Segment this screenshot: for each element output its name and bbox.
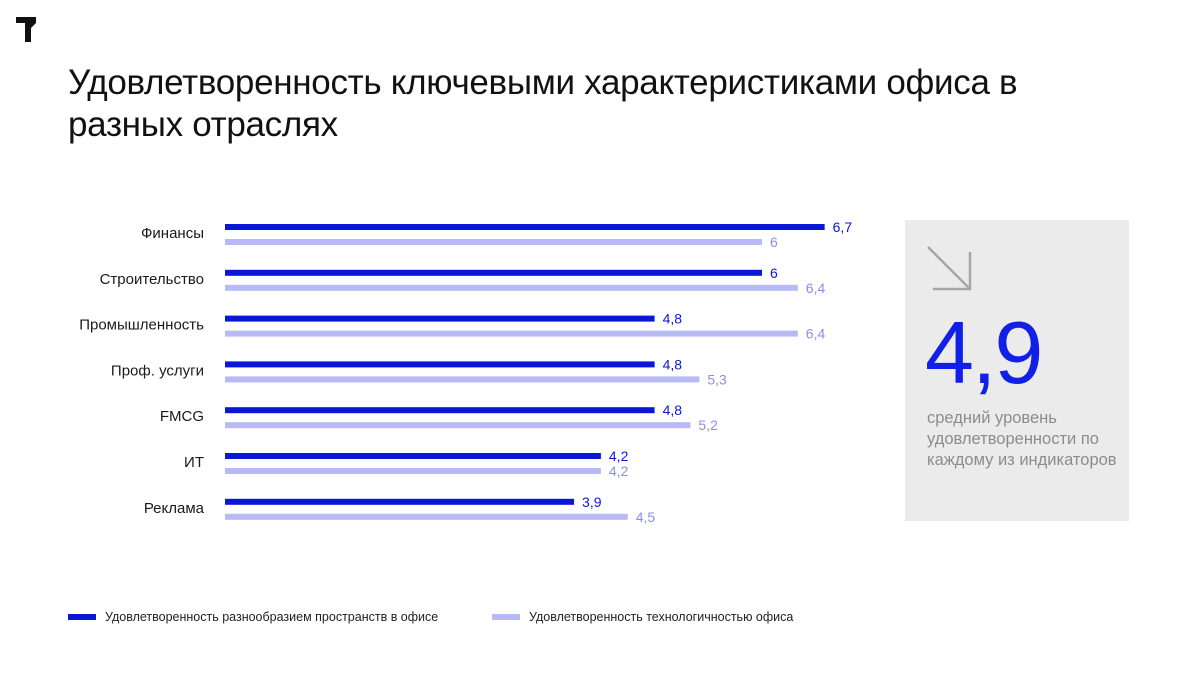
arrow-down-right-icon bbox=[927, 246, 972, 291]
category-label: Промышленность bbox=[79, 317, 204, 334]
category-label: Финансы bbox=[141, 225, 204, 242]
category-label: Реклама bbox=[144, 500, 205, 517]
data-label-series-b: 4,5 bbox=[636, 509, 656, 525]
data-label-series-b: 5,2 bbox=[698, 417, 718, 433]
bar-series-b bbox=[225, 513, 628, 520]
bar-series-a bbox=[225, 269, 762, 276]
data-label-series-b: 6,4 bbox=[806, 326, 826, 342]
bar-series-b bbox=[225, 376, 700, 383]
data-label-series-a: 6 bbox=[770, 265, 778, 281]
data-label-series-b: 5,3 bbox=[707, 371, 727, 387]
brand-logo-icon bbox=[16, 17, 36, 42]
data-label-series-a: 4,8 bbox=[663, 402, 683, 418]
data-label-series-b: 6,4 bbox=[806, 280, 826, 296]
bar-series-a bbox=[225, 407, 655, 414]
data-label-series-a: 3,9 bbox=[582, 494, 602, 510]
summary-caption: средний уровень удовлетворенности по каж… bbox=[927, 409, 1117, 469]
legend-item-series-a: Удовлетворенность разнообразием простран… bbox=[68, 610, 438, 624]
data-label-series-a: 4,8 bbox=[663, 356, 683, 372]
bar-series-a bbox=[225, 498, 575, 505]
data-label-series-b: 6 bbox=[770, 234, 778, 250]
bar-series-b bbox=[225, 330, 798, 337]
legend-label-series-a: Удовлетворенность разнообразием простран… bbox=[105, 610, 439, 624]
bar-series-b bbox=[225, 239, 762, 245]
bar-series-b bbox=[225, 284, 798, 291]
bar-series-a bbox=[225, 453, 601, 459]
legend-swatch-series-b bbox=[492, 614, 520, 620]
bar-series-a bbox=[225, 315, 655, 322]
legend-item-series-b: Удовлетворенность технологичностью офиса bbox=[492, 610, 793, 624]
bar-series-b bbox=[225, 422, 691, 429]
summary-panel: 4,9 средний уровень удовлетворенности по… bbox=[905, 220, 1129, 521]
bar-series-a bbox=[225, 361, 655, 368]
bar-series-b bbox=[225, 468, 601, 474]
category-label: ИТ bbox=[184, 454, 204, 471]
data-label-series-b: 4,2 bbox=[609, 463, 629, 479]
page-title: Удовлетворенность ключевыми характеристи… bbox=[68, 63, 1018, 144]
category-label: Строительство bbox=[100, 271, 204, 288]
legend-swatch-series-a bbox=[68, 614, 96, 620]
chart-legend: Удовлетворенность разнообразием простран… bbox=[68, 610, 1068, 630]
bar-series-a bbox=[225, 224, 825, 230]
data-label-series-a: 6,7 bbox=[833, 219, 853, 235]
data-label-series-a: 4,2 bbox=[609, 448, 629, 464]
legend-label-series-b: Удовлетворенность технологичностью офиса bbox=[529, 610, 794, 624]
category-label: Проф. услуги bbox=[111, 362, 204, 379]
category-label: FMCG bbox=[160, 408, 204, 425]
summary-value: 4,9 bbox=[925, 303, 1043, 402]
data-label-series-a: 4,8 bbox=[663, 311, 683, 327]
